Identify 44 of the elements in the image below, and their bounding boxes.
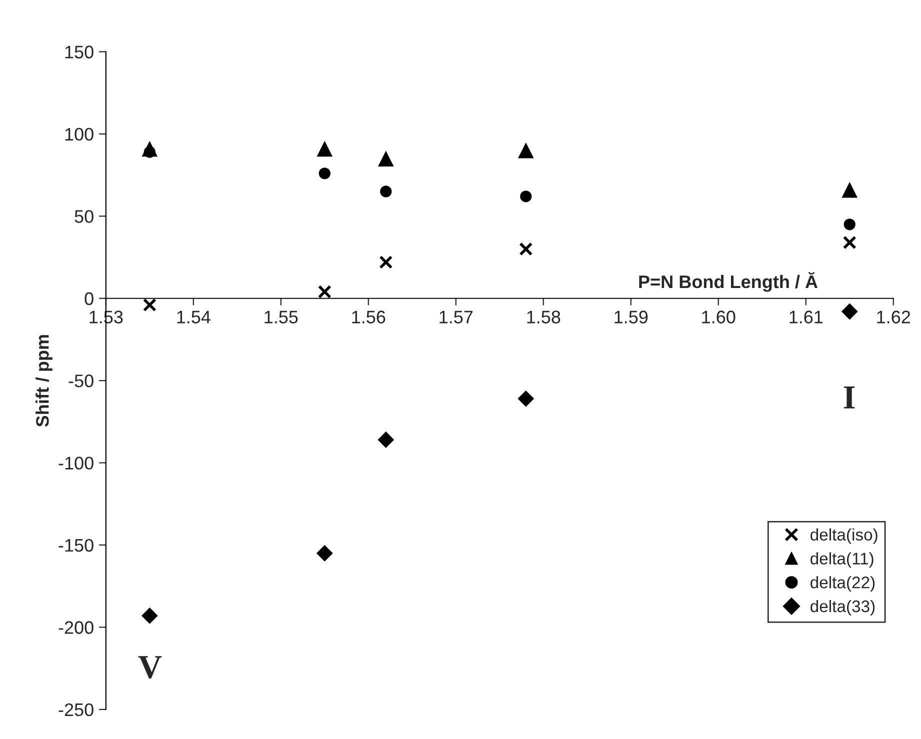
point bbox=[141, 608, 158, 624]
x-tick-label: 1.57 bbox=[440, 310, 473, 324]
point bbox=[318, 285, 332, 299]
y-tick-label: 50 bbox=[74, 210, 94, 223]
point bbox=[842, 236, 856, 250]
y-tick-label: -100 bbox=[58, 456, 94, 470]
annotation: I bbox=[844, 386, 855, 408]
point bbox=[844, 218, 856, 230]
y-tick-label: -150 bbox=[58, 538, 94, 552]
point bbox=[518, 390, 534, 407]
x-tick-label: 1.54 bbox=[177, 310, 210, 324]
y-axis-title: Shift / ppm bbox=[36, 335, 52, 427]
legend-label: delta(iso) bbox=[810, 528, 878, 544]
y-tick-label: -200 bbox=[58, 621, 94, 634]
point bbox=[520, 190, 532, 202]
x-tick-label: 1.62 bbox=[877, 310, 910, 324]
x-tick-label: 1.58 bbox=[527, 310, 560, 324]
y-tick-label: 0 bbox=[84, 292, 94, 306]
annotation: V bbox=[138, 656, 162, 678]
point bbox=[841, 303, 858, 320]
y-tick-label: 150 bbox=[65, 46, 94, 58]
point bbox=[518, 142, 534, 158]
point bbox=[842, 182, 858, 198]
point bbox=[378, 432, 394, 448]
point bbox=[378, 150, 394, 167]
y-tick-label: -50 bbox=[68, 374, 94, 388]
point bbox=[380, 186, 392, 198]
x-axis-title: P=N Bond Length / Ă bbox=[639, 272, 818, 292]
legend-label: delta(11) bbox=[810, 552, 874, 568]
x-tick-label: 1.61 bbox=[790, 310, 823, 324]
x-tick-label: 1.60 bbox=[702, 310, 736, 324]
point bbox=[316, 545, 333, 562]
point bbox=[142, 298, 156, 312]
legend-label: delta(22) bbox=[810, 576, 875, 592]
point bbox=[318, 168, 330, 180]
point bbox=[316, 140, 333, 157]
point bbox=[379, 255, 393, 269]
point bbox=[519, 242, 533, 256]
y-tick-label: 100 bbox=[65, 128, 94, 141]
x-tick-label: 1.56 bbox=[352, 310, 386, 324]
x-tick-label: 1.55 bbox=[264, 310, 298, 324]
y-tick-label: -250 bbox=[58, 703, 94, 716]
x-tick-label: 1.59 bbox=[614, 310, 648, 324]
legend-label: delta(33) bbox=[810, 600, 875, 616]
